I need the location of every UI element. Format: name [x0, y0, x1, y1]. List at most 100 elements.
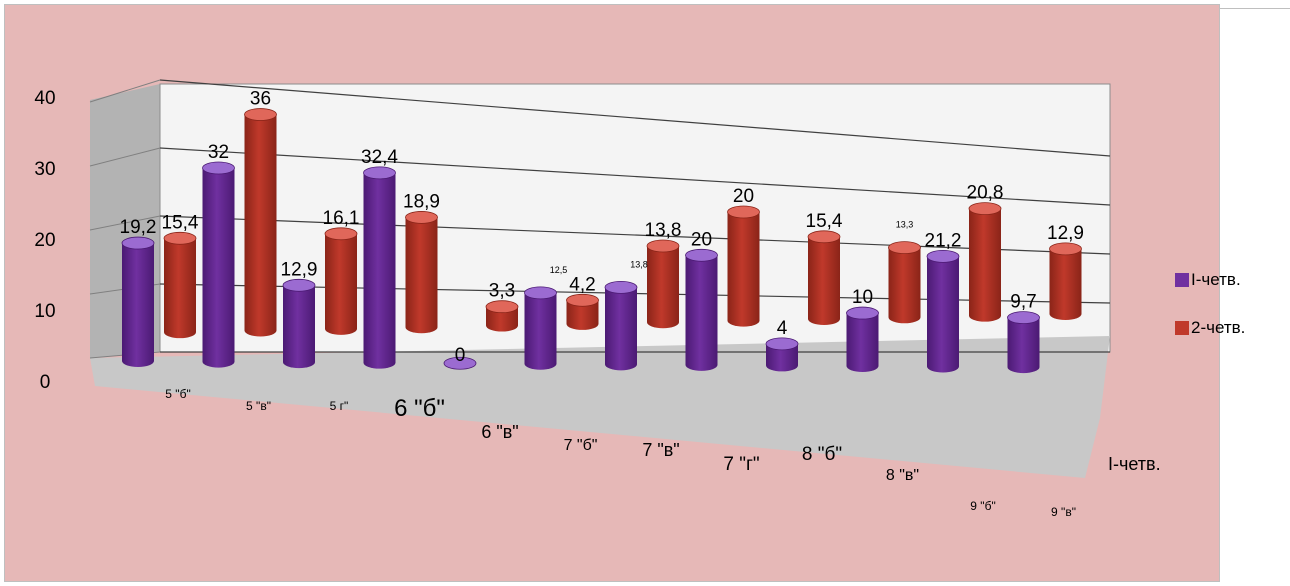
legend-swatch-series-2 [1175, 321, 1189, 335]
bar-top [566, 293, 599, 307]
category-label: 8 "б" [802, 444, 842, 465]
bar-top [405, 211, 438, 224]
bar-body [647, 246, 679, 329]
bar-body [808, 236, 840, 325]
bar-body [486, 306, 518, 332]
data-label: 13,8 [645, 220, 682, 241]
data-label: 15,4 [806, 211, 843, 232]
bar-top [846, 306, 879, 320]
category-label: 5 "в" [246, 399, 271, 413]
bar-body [846, 313, 879, 372]
bar-body [888, 247, 921, 324]
bar-series1-6 [604, 281, 638, 371]
floor [90, 336, 1110, 478]
data-label: 18,9 [403, 191, 440, 212]
bar-series2-2 [324, 227, 358, 335]
bar-series1-5 [524, 286, 557, 370]
top-rule [1220, 8, 1290, 9]
legend-item-series-1: I-четв. [1175, 270, 1241, 290]
bar-top [1049, 242, 1082, 256]
gridline [159, 215, 1111, 255]
bar-series2-7 [727, 205, 760, 327]
bar-series1-10 [926, 250, 960, 373]
category-label: 5 "б" [165, 387, 190, 401]
data-label: 12,9 [281, 259, 318, 280]
bar-series1-7 [685, 248, 718, 371]
bar-body [202, 168, 235, 368]
data-label: 21,2 [925, 230, 962, 251]
depth-axis-label: I-четв. [1108, 454, 1161, 474]
data-label: 9,7 [1010, 292, 1036, 313]
data-label: 16,1 [323, 208, 360, 229]
bar-top [646, 239, 680, 253]
bar-body [685, 255, 718, 371]
bar-top [524, 286, 557, 300]
bar-body [405, 217, 438, 334]
bar-body [969, 208, 1001, 322]
data-label: 12,5 [550, 265, 568, 275]
data-label: 0 [455, 345, 466, 366]
y-tick-label: 20 [34, 230, 55, 251]
data-label: 13,8 [630, 259, 648, 269]
category-label: 5 г" [330, 399, 349, 413]
bar-series1-3 [363, 166, 396, 369]
bar-top [807, 230, 841, 244]
bar-series2-5 [566, 293, 599, 330]
bar-top [121, 236, 155, 250]
data-label: 13,3 [896, 220, 914, 230]
bar-top [1007, 311, 1040, 325]
data-label: 20 [691, 229, 712, 250]
bar-body [524, 292, 557, 370]
bar-top [765, 337, 799, 351]
bar-top [363, 166, 396, 180]
bar-top [926, 250, 960, 263]
bar-body [1049, 248, 1082, 321]
bar-series2-6 [646, 239, 680, 329]
bar-series2-9 [888, 241, 921, 324]
bar-series2-0 [163, 231, 197, 339]
data-label: 20,8 [967, 183, 1004, 204]
y-tick-label: 40 [34, 88, 55, 109]
bar-top [443, 356, 477, 370]
bar-top [888, 241, 921, 255]
data-label: 20 [733, 186, 754, 207]
category-label: 6 "в" [481, 422, 518, 442]
legend-label-series-2: 2-четв. [1191, 318, 1246, 337]
y-tick-label: 10 [34, 301, 55, 322]
data-label: 15,4 [162, 212, 199, 233]
bar-body [283, 285, 315, 369]
bar-series1-11 [1007, 311, 1040, 374]
data-label: 19,2 [120, 217, 157, 238]
bar-body [766, 343, 798, 372]
data-label: 36 [250, 89, 271, 110]
data-label: 32,4 [361, 147, 398, 168]
bar-series2-4 [485, 300, 519, 332]
data-label: 10 [852, 287, 873, 308]
bar-body [605, 287, 637, 371]
bar-top [727, 205, 760, 219]
bar-top [163, 231, 197, 245]
bar-series2-1 [244, 108, 277, 337]
bar-top [685, 248, 718, 262]
bar-body [244, 114, 277, 337]
y-tick-label: 30 [34, 159, 55, 180]
category-label: 9 "в" [1051, 505, 1076, 519]
bar-series2-11 [1049, 242, 1082, 321]
bar-series1-9 [846, 306, 879, 372]
category-label: 7 "г" [723, 454, 759, 475]
category-label: 8 "в" [886, 467, 919, 484]
y-tick-label: 0 [40, 372, 51, 393]
bar-body [927, 256, 959, 373]
bar-series2-10 [968, 202, 1002, 322]
category-label: 7 "б" [564, 437, 598, 454]
gridline-side [89, 147, 161, 167]
bar-top [485, 300, 519, 314]
data-label: 4,2 [569, 274, 595, 295]
bar-series1-8 [765, 337, 799, 372]
gridline [159, 147, 1111, 206]
bar-body [325, 233, 357, 335]
bar-body [363, 172, 396, 369]
bar-body [1007, 317, 1040, 374]
data-label: 4 [777, 318, 788, 339]
bar-series1-1 [202, 161, 235, 368]
